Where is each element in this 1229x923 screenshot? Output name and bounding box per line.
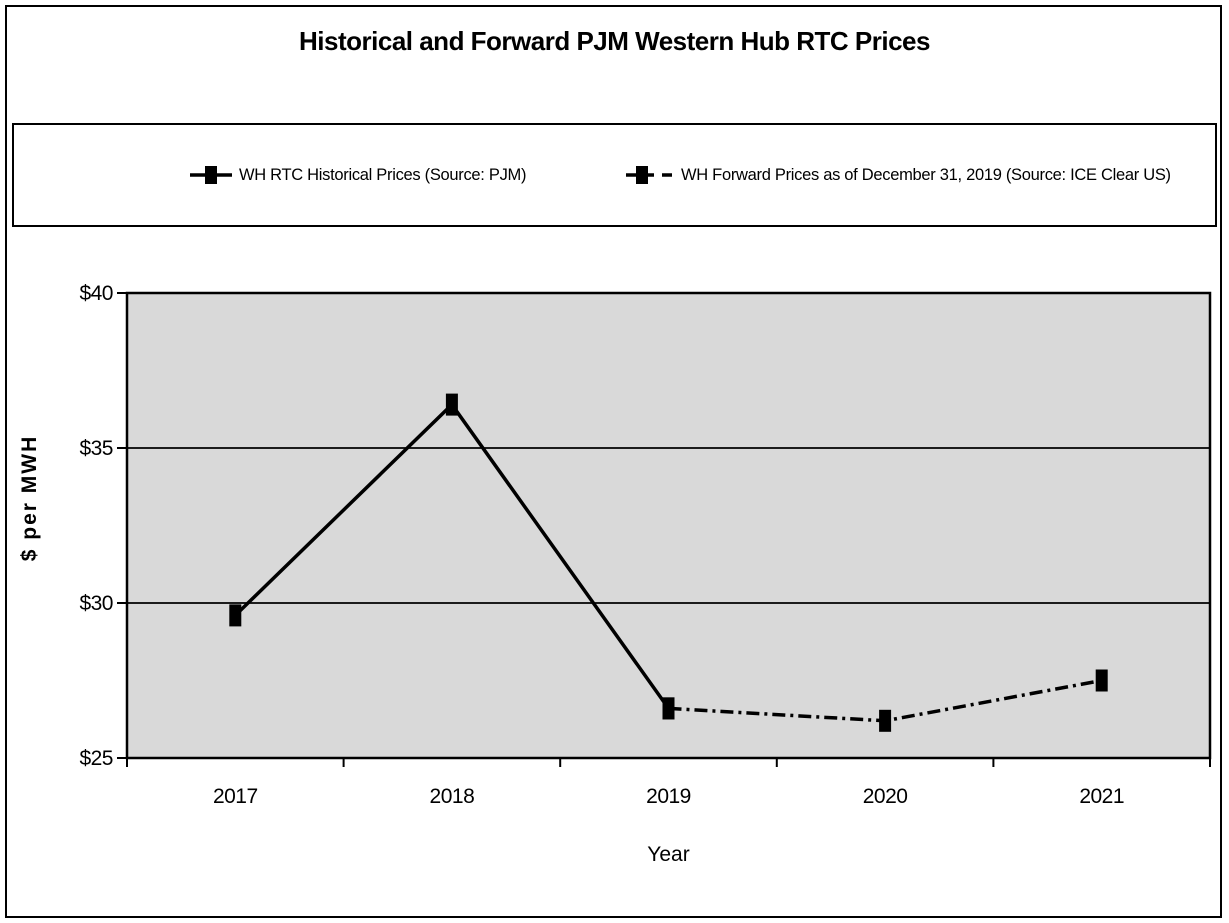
legend-label-forward: WH Forward Prices as of December 31, 201… (681, 165, 1171, 184)
plot-border (125, 291, 1212, 760)
x-axis-tick-label: 2018 (430, 785, 475, 808)
x-axis-tick-label: 2019 (646, 785, 691, 808)
y-axis-tick-label: $35 (79, 437, 113, 460)
solid-line-square-marker-icon (190, 166, 232, 184)
dash-dot-line-square-marker-icon (626, 166, 672, 184)
data-point-marker (662, 697, 675, 720)
legend-label-historical: WH RTC Historical Prices (Source: PJM) (239, 165, 527, 184)
data-point-marker (879, 709, 892, 732)
legend: WH RTC Historical Prices (Source: PJM) W… (12, 123, 1217, 227)
legend-item-forward: WH Forward Prices as of December 31, 201… (626, 125, 1171, 225)
x-axis-tick-label: 2017 (213, 785, 258, 808)
y-axis-tick-label: $30 (79, 592, 113, 615)
y-axis-tick-label: $25 (79, 747, 113, 770)
y-axis-title: $ per MWH (18, 435, 41, 562)
data-point-marker (445, 393, 458, 416)
data-point-marker (1095, 669, 1108, 692)
data-point-marker (229, 604, 242, 627)
plot-area (127, 293, 1210, 758)
chart-title: Historical and Forward PJM Western Hub R… (299, 26, 930, 56)
x-axis-tick-label: 2020 (863, 785, 908, 808)
y-axis-tick-label: $40 (79, 282, 113, 305)
x-axis-title: Year (647, 843, 689, 866)
legend-item-historical: WH RTC Historical Prices (Source: PJM) (190, 125, 526, 225)
x-axis-tick-label: 2021 (1079, 785, 1124, 808)
